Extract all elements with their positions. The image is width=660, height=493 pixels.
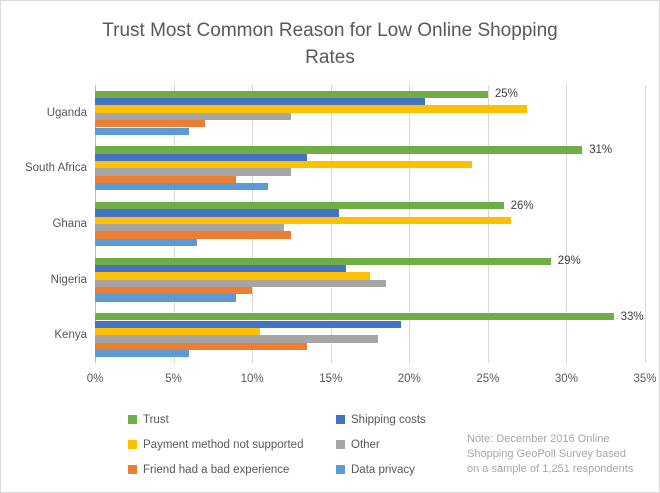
chart-title-line-2: Rates bbox=[305, 47, 355, 68]
legend-item-data-privacy: Data privacy bbox=[336, 464, 426, 476]
data-label-uganda: 25% bbox=[494, 88, 518, 101]
legend-marker-other bbox=[336, 440, 345, 449]
category-label-nigeria: Nigeria bbox=[50, 273, 87, 286]
category-label-ghana: Ghana bbox=[52, 217, 87, 230]
bar-data-privacy-kenya bbox=[95, 349, 190, 358]
x-tick-20: 20% bbox=[397, 373, 421, 385]
x-tick-25: 25% bbox=[476, 373, 500, 385]
bar-shipping-costs-nigeria bbox=[95, 264, 347, 273]
source-note: Note: December 2016 Online Shopping GeoP… bbox=[467, 432, 655, 477]
x-tick-35: 35% bbox=[633, 373, 657, 385]
gridline-35 bbox=[645, 85, 646, 363]
bar-trust-kenya bbox=[95, 313, 614, 321]
bar-shipping-costs-uganda bbox=[95, 98, 425, 106]
bar-friend-had-a-bad-experience-ghana bbox=[95, 231, 292, 239]
x-tick-5: 5% bbox=[165, 373, 182, 385]
legend-label-data-privacy: Data privacy bbox=[351, 463, 415, 476]
bar-trust-uganda bbox=[95, 90, 488, 99]
x-tick-15: 15% bbox=[319, 373, 343, 385]
data-label-south-africa: 31% bbox=[589, 144, 613, 157]
bar-payment-method-not-supported-nigeria bbox=[95, 272, 370, 280]
source-note-line-3: on a sample of 1,251 respondents bbox=[467, 463, 634, 475]
legend-marker-data-privacy bbox=[336, 465, 345, 474]
legend-label-payment-method-not-supported: Payment method not supported bbox=[143, 438, 304, 451]
bar-payment-method-not-supported-uganda bbox=[95, 105, 528, 113]
bar-data-privacy-ghana bbox=[95, 238, 198, 247]
legend-marker-shipping-costs bbox=[336, 415, 345, 424]
bar-data-privacy-nigeria bbox=[95, 294, 237, 302]
bar-trust-south-africa bbox=[95, 146, 583, 154]
bar-payment-method-not-supported-ghana bbox=[95, 216, 512, 224]
legend-label-friend-had-a-bad-experience: Friend had a bad experience bbox=[143, 463, 290, 476]
chart-title-line-1: Trust Most Common Reason for Low Online … bbox=[102, 20, 558, 41]
bar-data-privacy-uganda bbox=[95, 127, 190, 135]
bar-friend-had-a-bad-experience-nigeria bbox=[95, 286, 253, 295]
category-label-kenya: Kenya bbox=[54, 329, 87, 342]
source-note-line-2: Shopping GeoPoll Survey based bbox=[467, 448, 626, 460]
bar-other-nigeria bbox=[95, 279, 386, 287]
category-label-south-africa: South Africa bbox=[24, 162, 87, 175]
data-label-ghana: 26% bbox=[510, 199, 534, 212]
category-label-uganda: Uganda bbox=[46, 106, 87, 119]
legend-item-friend-had-a-bad-experience: Friend had a bad experience bbox=[128, 464, 336, 476]
source-note-line-1: Note: December 2016 Online bbox=[467, 433, 610, 445]
plot-area: 25% 31% 26% 29% 33% bbox=[95, 85, 646, 363]
legend-label-trust: Trust bbox=[143, 413, 169, 426]
bar-other-ghana bbox=[95, 224, 284, 232]
bar-trust-nigeria bbox=[95, 257, 551, 265]
bar-data-privacy-south-africa bbox=[95, 183, 268, 191]
legend-marker-trust bbox=[128, 415, 137, 424]
legend-label-other: Other bbox=[351, 438, 380, 451]
bar-friend-had-a-bad-experience-south-africa bbox=[95, 175, 237, 184]
gridline-15 bbox=[330, 85, 332, 363]
legend-item-trust: Trust bbox=[128, 414, 336, 426]
legend: Trust Shipping costs Payment method not su… bbox=[128, 407, 426, 482]
bar-other-south-africa bbox=[95, 168, 292, 176]
data-label-kenya: 33% bbox=[620, 310, 644, 323]
bar-trust-ghana bbox=[95, 201, 504, 210]
x-tick-30: 30% bbox=[554, 373, 578, 385]
x-tick-10: 10% bbox=[240, 373, 264, 385]
legend-marker-payment-method-not-supported bbox=[128, 440, 137, 449]
bar-shipping-costs-kenya bbox=[95, 320, 402, 328]
legend-marker-friend-had-a-bad-experience bbox=[128, 465, 137, 474]
legend-label-shipping-costs: Shipping costs bbox=[351, 413, 426, 426]
bar-other-kenya bbox=[95, 335, 378, 343]
value-axis: 0% 5% 10% 15% 20% 25% 30% 35% bbox=[87, 373, 657, 389]
category-axis: Uganda South Africa Ghana Nigeria Kenya bbox=[1, 85, 87, 363]
bar-payment-method-not-supported-south-africa bbox=[95, 161, 473, 169]
bar-shipping-costs-ghana bbox=[95, 209, 339, 217]
chart-title: Trust Most Common Reason for Low Online … bbox=[1, 17, 659, 71]
bar-other-uganda bbox=[95, 112, 292, 121]
x-tick-0: 0% bbox=[86, 373, 104, 385]
bar-friend-had-a-bad-experience-uganda bbox=[95, 120, 205, 128]
bar-payment-method-not-supported-kenya bbox=[95, 327, 260, 336]
gridline-30 bbox=[566, 85, 568, 363]
gridline-20 bbox=[409, 85, 411, 363]
gridline-25 bbox=[487, 85, 489, 363]
legend-item-other: Other bbox=[336, 439, 426, 451]
bar-friend-had-a-bad-experience-kenya bbox=[95, 342, 308, 350]
legend-item-shipping-costs: Shipping costs bbox=[336, 414, 426, 426]
legend-item-payment-method-not-supported: Payment method not supported bbox=[128, 439, 336, 451]
bar-shipping-costs-south-africa bbox=[95, 153, 308, 162]
data-label-nigeria: 29% bbox=[557, 255, 581, 268]
